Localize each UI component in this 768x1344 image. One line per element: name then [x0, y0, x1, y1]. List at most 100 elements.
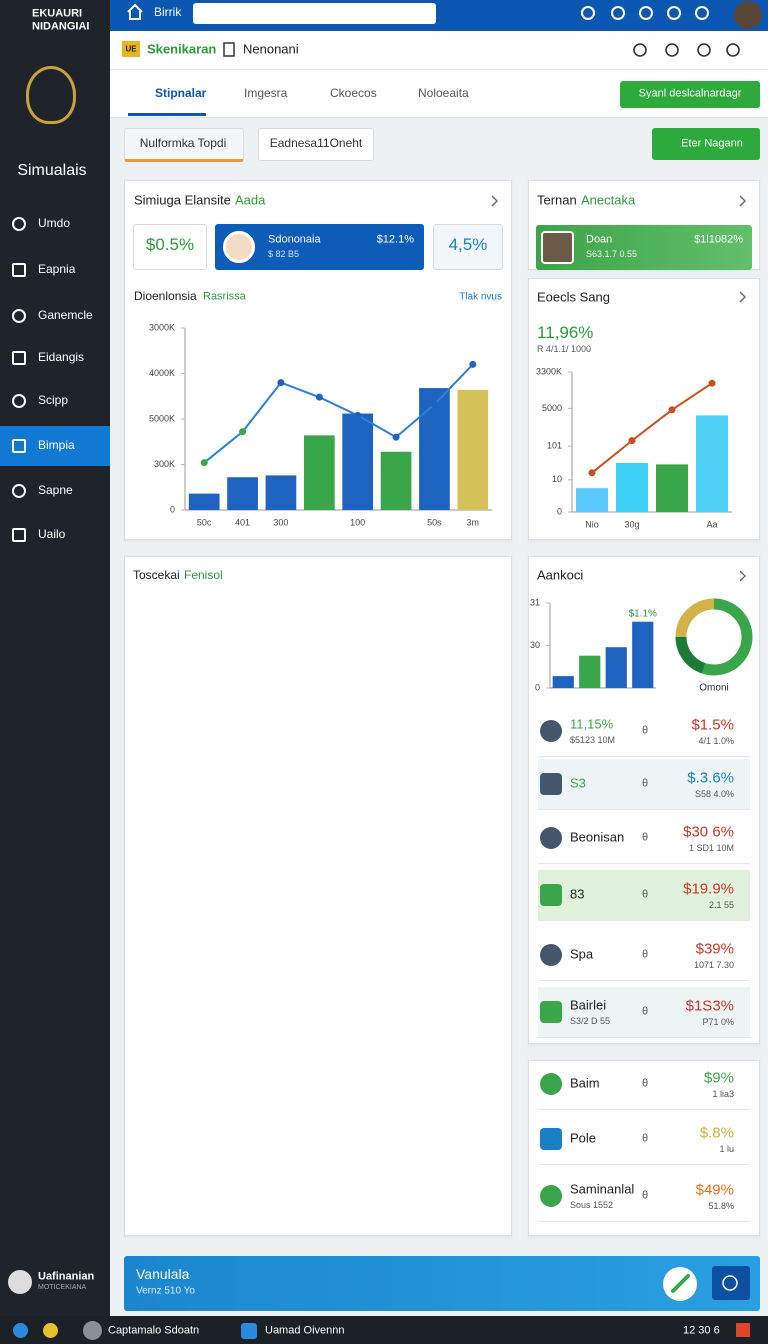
- stat-value: 4,5%: [448, 235, 488, 255]
- row-value-sub: S58 4.0%: [694, 788, 734, 799]
- stat-box: [133, 224, 207, 270]
- row-icon[interactable]: [540, 827, 562, 849]
- card: [528, 1060, 760, 1236]
- user-sub: MOTICEKIANA: [38, 1283, 87, 1291]
- nav-item[interactable]: Umdo: [38, 216, 71, 231]
- taskbar-item[interactable]: Captamalo Sdoatn: [108, 1324, 200, 1337]
- chart-link[interactable]: Tlak nvus: [459, 291, 502, 303]
- chart-title: Dioenlonsia: [134, 289, 197, 304]
- row-icon[interactable]: [540, 884, 562, 906]
- row-value: $9%: [703, 1069, 734, 1087]
- row-divider: [538, 1164, 750, 1165]
- row-tint: [538, 870, 750, 920]
- row-icon[interactable]: [540, 720, 562, 742]
- nav-icon[interactable]: [12, 309, 26, 323]
- row-label: Saminanlal: [570, 1181, 635, 1197]
- row-divider: [538, 756, 750, 757]
- card-title-accent: Aada: [235, 192, 266, 208]
- row-value: $39%: [695, 940, 734, 958]
- search-input[interactable]: [193, 3, 436, 24]
- highlight-sub: S63.1.7 0.55: [586, 248, 638, 259]
- nav-icon[interactable]: [12, 351, 26, 365]
- row-divider: [538, 920, 750, 921]
- top-title: Birrik: [154, 5, 182, 20]
- tab[interactable]: Ckoecos: [330, 86, 377, 101]
- row-icon[interactable]: [540, 1128, 562, 1150]
- active-nav: [0, 426, 110, 466]
- taskbar-icon: [83, 1321, 102, 1340]
- row-icon[interactable]: [540, 944, 562, 966]
- nav-icon[interactable]: [12, 217, 26, 231]
- nav-item[interactable]: Bimpia: [38, 438, 75, 453]
- donut-label: Omoni: [699, 682, 729, 694]
- nav-item[interactable]: Eidangis: [38, 350, 85, 365]
- sidebar: [0, 0, 110, 1316]
- taskbar: [0, 1316, 768, 1344]
- row-sub: S3/2 D 55: [570, 1015, 611, 1026]
- nav-item[interactable]: Ganemcle: [38, 308, 93, 323]
- toolbar: [110, 31, 768, 70]
- card-title: Toscekai: [133, 568, 180, 583]
- stat-box: [433, 224, 503, 270]
- nav-icon[interactable]: [12, 263, 26, 277]
- nav-item[interactable]: Scipp: [38, 393, 69, 408]
- row-icon[interactable]: [540, 1073, 562, 1095]
- row-marker: θ: [641, 1189, 649, 1202]
- filter-button[interactable]: [258, 128, 374, 161]
- toolbar-badge: [122, 41, 140, 57]
- button-label[interactable]: Syanl deslcalnardagr: [638, 87, 742, 100]
- brand: EKUAURI: [32, 7, 83, 20]
- banner-subtitle: Vernz 510 Yo: [136, 1285, 195, 1297]
- card-title: Simiuga Elansite: [134, 192, 231, 208]
- button-label[interactable]: Nulformka Topdi: [139, 136, 227, 151]
- row-label: Baim: [570, 1075, 600, 1091]
- row-value: $30 6%: [683, 823, 734, 841]
- stat-value: $0.5%: [145, 235, 195, 255]
- nav-icon[interactable]: [12, 528, 26, 542]
- button-label[interactable]: Eter Nagann: [681, 137, 743, 150]
- avatar: [223, 231, 255, 263]
- row-marker: θ: [641, 724, 649, 737]
- filter-button[interactable]: [124, 128, 244, 162]
- row-icon[interactable]: [540, 1185, 562, 1207]
- row-value-sub: 4/1 1.0%: [698, 735, 734, 746]
- row-sub: $5123 10M: [570, 734, 616, 745]
- nav-item[interactable]: Eapnia: [38, 262, 76, 277]
- tab[interactable]: Noloeaita: [418, 86, 469, 101]
- tab-underline: [128, 113, 206, 116]
- tab[interactable]: Imgesra: [244, 86, 288, 101]
- row-value-sub: 2.1 55: [708, 899, 734, 910]
- highlight-name: Doan: [586, 233, 613, 246]
- banner-button[interactable]: [663, 1267, 697, 1301]
- taskbar-item[interactable]: Uamad Oivennn: [265, 1324, 345, 1337]
- tab-action-button[interactable]: [620, 81, 760, 108]
- row-value: $49%: [695, 1181, 734, 1199]
- row-label: Spa: [570, 946, 594, 962]
- nav-icon[interactable]: [12, 484, 26, 498]
- nav-item[interactable]: Sapne: [38, 483, 73, 498]
- card-title-accent: Anectaka: [581, 192, 636, 208]
- clock: 12 30 6: [683, 1324, 720, 1337]
- emblem: [26, 66, 76, 124]
- card-title: Eoecls Sang: [537, 289, 610, 305]
- tab[interactable]: Stipnalar: [155, 86, 207, 101]
- banner-title: Vanulala: [136, 1265, 190, 1282]
- toolbar-brand: Skenikaran: [147, 41, 217, 57]
- taskbar-icon: [13, 1323, 28, 1338]
- row-icon[interactable]: [540, 1001, 562, 1023]
- row-value: $.8%: [699, 1124, 734, 1142]
- banner-button[interactable]: [712, 1266, 750, 1300]
- row-marker: θ: [641, 1132, 649, 1145]
- button-label[interactable]: Eadnesa11Oneht: [269, 136, 363, 151]
- row-label: Pole: [570, 1130, 597, 1146]
- nav-item[interactable]: Uailo: [38, 527, 66, 542]
- highlight-name: Sdononaia: [268, 233, 321, 246]
- banner: [124, 1256, 760, 1311]
- filter-action-button[interactable]: [652, 128, 760, 160]
- row-icon[interactable]: [540, 773, 562, 795]
- row-divider: [538, 1109, 750, 1110]
- nav-icon[interactable]: [12, 439, 26, 453]
- nav-icon[interactable]: [12, 394, 26, 408]
- row-marker: θ: [641, 831, 649, 844]
